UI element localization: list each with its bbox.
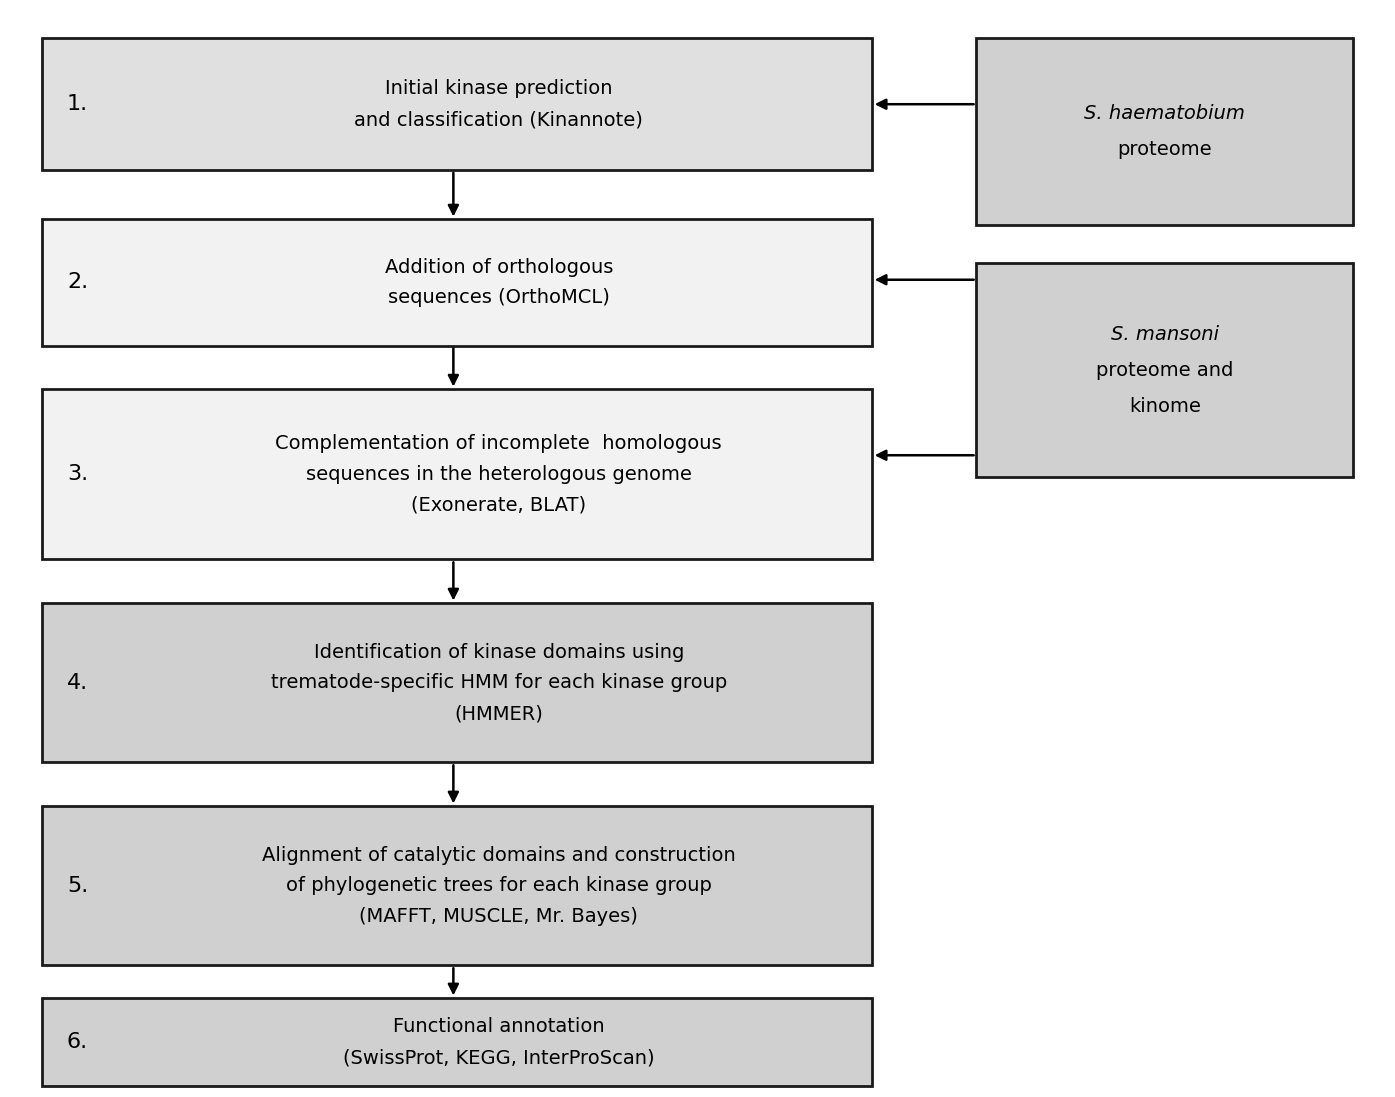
Text: S. haematobium: S. haematobium xyxy=(1084,104,1246,123)
Text: S. mansoni: S. mansoni xyxy=(1110,325,1219,343)
Text: 5.: 5. xyxy=(67,875,88,896)
Bar xyxy=(976,38,1353,225)
Text: kinome: kinome xyxy=(1129,397,1201,416)
Text: sequences (OrthoMCL): sequences (OrthoMCL) xyxy=(388,289,610,307)
Text: Functional annotation: Functional annotation xyxy=(393,1017,604,1037)
Bar xyxy=(42,38,872,170)
Bar xyxy=(42,806,872,965)
Bar xyxy=(42,389,872,559)
Bar xyxy=(42,998,872,1086)
Bar xyxy=(42,603,872,762)
Text: sequences in the heterologous genome: sequences in the heterologous genome xyxy=(306,465,692,484)
Bar xyxy=(976,263,1353,477)
Text: of phylogenetic trees for each kinase group: of phylogenetic trees for each kinase gr… xyxy=(286,877,711,895)
Bar xyxy=(42,219,872,346)
Text: (SwissProt, KEGG, InterProScan): (SwissProt, KEGG, InterProScan) xyxy=(343,1048,654,1067)
Text: 1.: 1. xyxy=(67,94,88,114)
Text: Initial kinase prediction: Initial kinase prediction xyxy=(385,79,612,99)
Text: 2.: 2. xyxy=(67,272,88,293)
Text: Identification of kinase domains using: Identification of kinase domains using xyxy=(314,643,684,661)
Text: (HMMER): (HMMER) xyxy=(455,704,543,723)
Text: trematode-specific HMM for each kinase group: trematode-specific HMM for each kinase g… xyxy=(271,674,727,692)
Text: Alignment of catalytic domains and construction: Alignment of catalytic domains and const… xyxy=(262,846,735,864)
Text: 3.: 3. xyxy=(67,464,88,485)
Text: (MAFFT, MUSCLE, Mr. Bayes): (MAFFT, MUSCLE, Mr. Bayes) xyxy=(360,907,638,926)
Text: 6.: 6. xyxy=(67,1032,88,1052)
Text: 4.: 4. xyxy=(67,672,88,693)
Text: Addition of orthologous: Addition of orthologous xyxy=(385,258,612,276)
Text: (Exonerate, BLAT): (Exonerate, BLAT) xyxy=(412,496,586,514)
Text: and classification (Kinannote): and classification (Kinannote) xyxy=(354,110,643,129)
Text: proteome: proteome xyxy=(1117,140,1212,159)
Text: proteome and: proteome and xyxy=(1096,361,1233,380)
Text: Complementation of incomplete  homologous: Complementation of incomplete homologous xyxy=(275,434,723,453)
